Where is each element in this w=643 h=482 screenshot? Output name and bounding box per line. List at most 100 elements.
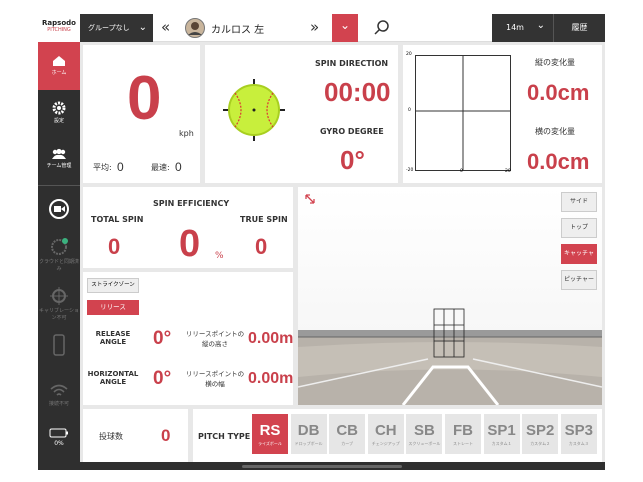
pitch-code: SP2 xyxy=(526,422,555,439)
pitch-code: SP1 xyxy=(487,422,516,439)
pitch-code: CB xyxy=(336,422,359,439)
pitch-type-button[interactable]: SB スクリューボール xyxy=(406,414,443,454)
prev-player[interactable]: « xyxy=(161,18,171,36)
nav-team[interactable]: チーム管理 xyxy=(38,138,80,182)
distance-select[interactable]: 14m ⌄ xyxy=(492,14,553,42)
nav-settings[interactable]: 設定 xyxy=(38,92,80,136)
true-spin: 0 xyxy=(255,234,268,259)
sync-icon xyxy=(51,238,68,255)
view-button[interactable]: サイド xyxy=(561,192,597,212)
player-bar: « カルロス 左 » xyxy=(153,14,332,42)
width-value: 0.00m xyxy=(248,370,294,387)
status-label: キャリブレーション不可 xyxy=(39,308,79,321)
vertical-label: 縦の変化量 xyxy=(535,58,575,67)
total-spin-label: TOTAL SPIN xyxy=(91,215,144,224)
view-button[interactable]: ピッチャー xyxy=(561,270,597,290)
pitch-code: DB xyxy=(297,422,320,439)
pitch-type-button[interactable]: RS ライズボール xyxy=(252,414,288,454)
movement-panel: 20 0 -20 0 20 縦の変化量 0.0cm 横の変化量 0.0cm xyxy=(403,45,602,183)
status-battery: 0% xyxy=(38,428,80,468)
nav-label: ホーム xyxy=(51,70,67,76)
player-dropdown[interactable]: ⌄ xyxy=(332,14,358,42)
horizontal-value: 0.0cm xyxy=(527,149,590,174)
pitch-type-button[interactable]: DB ドロップボール xyxy=(290,414,327,454)
search[interactable] xyxy=(358,14,492,42)
pitch-name: ライズボール xyxy=(258,441,282,446)
pitch-type-button[interactable]: SP1 カスタム１ xyxy=(483,414,520,454)
logo-sub: PITCHING xyxy=(47,27,71,33)
efficiency-title: SPIN EFFICIENCY xyxy=(153,199,230,208)
width-label: リリースポイントの横の幅 xyxy=(185,370,245,388)
group-label: グループなし xyxy=(88,24,130,32)
status-label: クラウドと同期済み xyxy=(38,259,79,272)
pitch-type-button[interactable]: FB ストレート xyxy=(445,414,481,454)
pitch-type-button[interactable]: SP3 カスタム３ xyxy=(560,414,597,454)
home-icon xyxy=(53,56,65,66)
next-player[interactable]: » xyxy=(310,18,320,36)
pitch-name: カスタム３ xyxy=(568,441,589,446)
team-icon xyxy=(52,148,66,159)
nav-home[interactable]: ホーム xyxy=(38,42,80,90)
count-value: 0 xyxy=(161,426,171,445)
x-tick: 0 xyxy=(460,169,463,174)
y-tick: 20 xyxy=(406,52,412,57)
pitch-name: チェンジアップ xyxy=(371,441,400,446)
x-tick: 20 xyxy=(505,169,511,174)
pitch-name: スクリューボール xyxy=(408,441,441,446)
search-icon xyxy=(374,20,389,35)
spin-direction: 00:00 xyxy=(324,77,391,107)
pitch-code: RS xyxy=(259,422,281,439)
battery-icon xyxy=(49,428,68,438)
player-name: カルロス 左 xyxy=(211,25,265,36)
height-value: 0.00m xyxy=(248,330,294,347)
camera-icon xyxy=(49,199,69,219)
avg-value: 0 xyxy=(117,160,124,174)
horizontal-label: 横の変化量 xyxy=(535,127,575,136)
nav-camera[interactable] xyxy=(38,185,80,231)
pitch-name: カスタム２ xyxy=(530,441,551,446)
speed-unit: kph xyxy=(179,129,194,138)
speed-value: 0 xyxy=(127,64,162,133)
speed-panel: 0 kph 平均: 0 最速: 0 xyxy=(83,45,200,183)
view-button-active[interactable]: キャッチャー xyxy=(561,244,597,275)
y-tick: -20 xyxy=(406,168,414,173)
pitch-code: FB xyxy=(453,422,473,439)
max-value: 0 xyxy=(175,160,182,174)
pitch-name: ストレート xyxy=(453,441,473,446)
height-label: リリースポイントの縦の高さ xyxy=(185,330,245,348)
status-calibration: キャリブレーション不可 xyxy=(38,283,80,327)
vertical-value: 0.0cm xyxy=(527,80,590,105)
ball xyxy=(223,79,285,141)
bottom-bar xyxy=(38,462,605,470)
pitch-type-label: PITCH TYPE xyxy=(198,432,251,441)
battery-label: 0% xyxy=(54,440,64,447)
count-panel: 投球数 0 xyxy=(83,409,188,462)
history-button[interactable]: 履歴 xyxy=(553,14,605,42)
pitch-code: CH xyxy=(374,422,397,439)
efficiency-value: 0 xyxy=(179,223,201,265)
field-view xyxy=(298,187,602,405)
pitch-type-button[interactable]: CH チェンジアップ xyxy=(367,414,404,454)
wifi-icon xyxy=(50,384,68,396)
tab[interactable]: ストライクゾーン xyxy=(87,278,139,293)
avg-label: 平均: xyxy=(93,163,112,172)
gear-icon xyxy=(52,101,66,115)
nav-label: 設定 xyxy=(53,118,64,124)
avatar xyxy=(185,18,205,38)
group-select[interactable]: グループなし ⌄ xyxy=(80,14,153,42)
tab-active[interactable]: リリース xyxy=(87,300,139,315)
spin-direction-label: SPIN DIRECTION xyxy=(315,59,389,68)
view-button[interactable]: トップ xyxy=(561,218,597,238)
spin-panel: SPIN DIRECTION 00:00 GYRO DEGREE 0° xyxy=(205,45,398,183)
pitch-type-button[interactable]: SP2 カスタム２ xyxy=(522,414,559,454)
logo: Rapsodo PITCHING xyxy=(38,14,80,42)
logo-text: Rapsodo xyxy=(42,19,76,27)
movement-plot xyxy=(415,55,511,171)
true-spin-label: TRUE SPIN xyxy=(240,215,288,224)
horizontal-angle: 0° xyxy=(153,368,172,389)
status-sync: クラウドと同期済み xyxy=(38,233,80,277)
release-panel: ストライクゾーン リリース RELEASE ANGLE 0° リリースポイントの… xyxy=(83,272,293,405)
pitch-type-button[interactable]: CB カーブ xyxy=(329,414,366,454)
distance-label: 14m xyxy=(506,23,524,32)
